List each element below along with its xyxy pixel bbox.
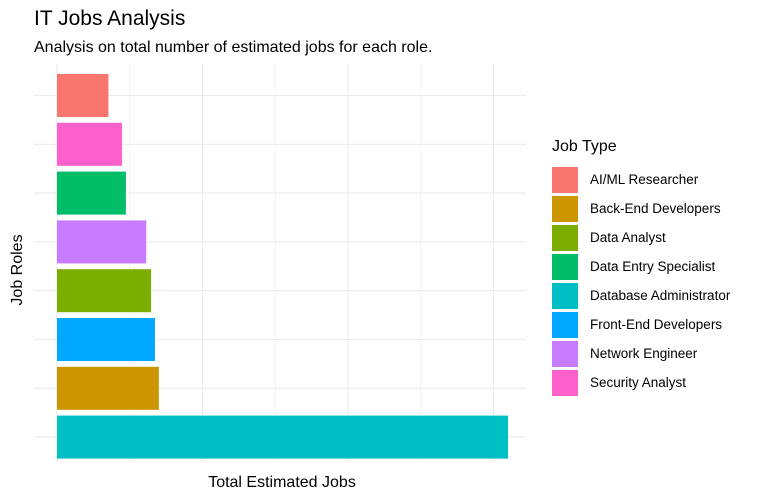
legend-label: Security Analyst — [590, 375, 687, 390]
legend-item: Security Analyst — [552, 368, 730, 397]
legend-key — [552, 340, 578, 367]
bar-network-engineer — [57, 220, 147, 264]
bar-back-end-developers — [57, 366, 159, 410]
legend-key — [552, 369, 578, 396]
legend-label: Back-End Developers — [590, 201, 721, 216]
legend-key — [552, 224, 578, 251]
legend-label: Database Administrator — [590, 288, 731, 303]
bar-data-entry-specialist — [57, 171, 126, 215]
legend-key — [552, 311, 578, 338]
chart-title: IT Jobs Analysis — [34, 7, 186, 30]
legend-key — [552, 195, 578, 222]
legend-label: Data Entry Specialist — [590, 259, 716, 274]
legend-label: Data Analyst — [590, 230, 666, 245]
bar-database-administrator — [57, 415, 509, 459]
legend-items: AI/ML Researcher Back-End Developers Data … — [552, 165, 730, 397]
legend-key — [552, 253, 578, 280]
legend-label: Network Engineer — [590, 346, 698, 361]
bar-security-analyst — [57, 122, 122, 166]
legend-item: AI/ML Researcher — [552, 165, 730, 194]
bar-front-end-developers — [57, 318, 155, 361]
legend-item: Front-End Developers — [552, 310, 730, 339]
bars — [57, 74, 509, 459]
legend-item: Data Analyst — [552, 223, 730, 252]
y-axis-label: Job Roles — [9, 234, 26, 306]
legend-label: AI/ML Researcher — [590, 172, 699, 187]
legend-item: Database Administrator — [552, 281, 730, 310]
chart-subtitle: Analysis on total number of estimated jo… — [34, 39, 433, 56]
legend-label: Front-End Developers — [590, 317, 723, 332]
legend-key — [552, 166, 578, 193]
legend-item: Data Entry Specialist — [552, 252, 730, 281]
legend-key — [552, 282, 578, 309]
legend-item: Back-End Developers — [552, 194, 730, 223]
x-axis-label: Total Estimated Jobs — [208, 474, 356, 491]
bar-data-analyst — [57, 269, 152, 313]
legend: Job Type AI/ML Researcher Back-End Develo… — [552, 138, 730, 397]
legend-item: Network Engineer — [552, 339, 730, 368]
legend-title: Job Type — [552, 138, 617, 155]
bar-ai-ml-researcher — [57, 74, 109, 117]
